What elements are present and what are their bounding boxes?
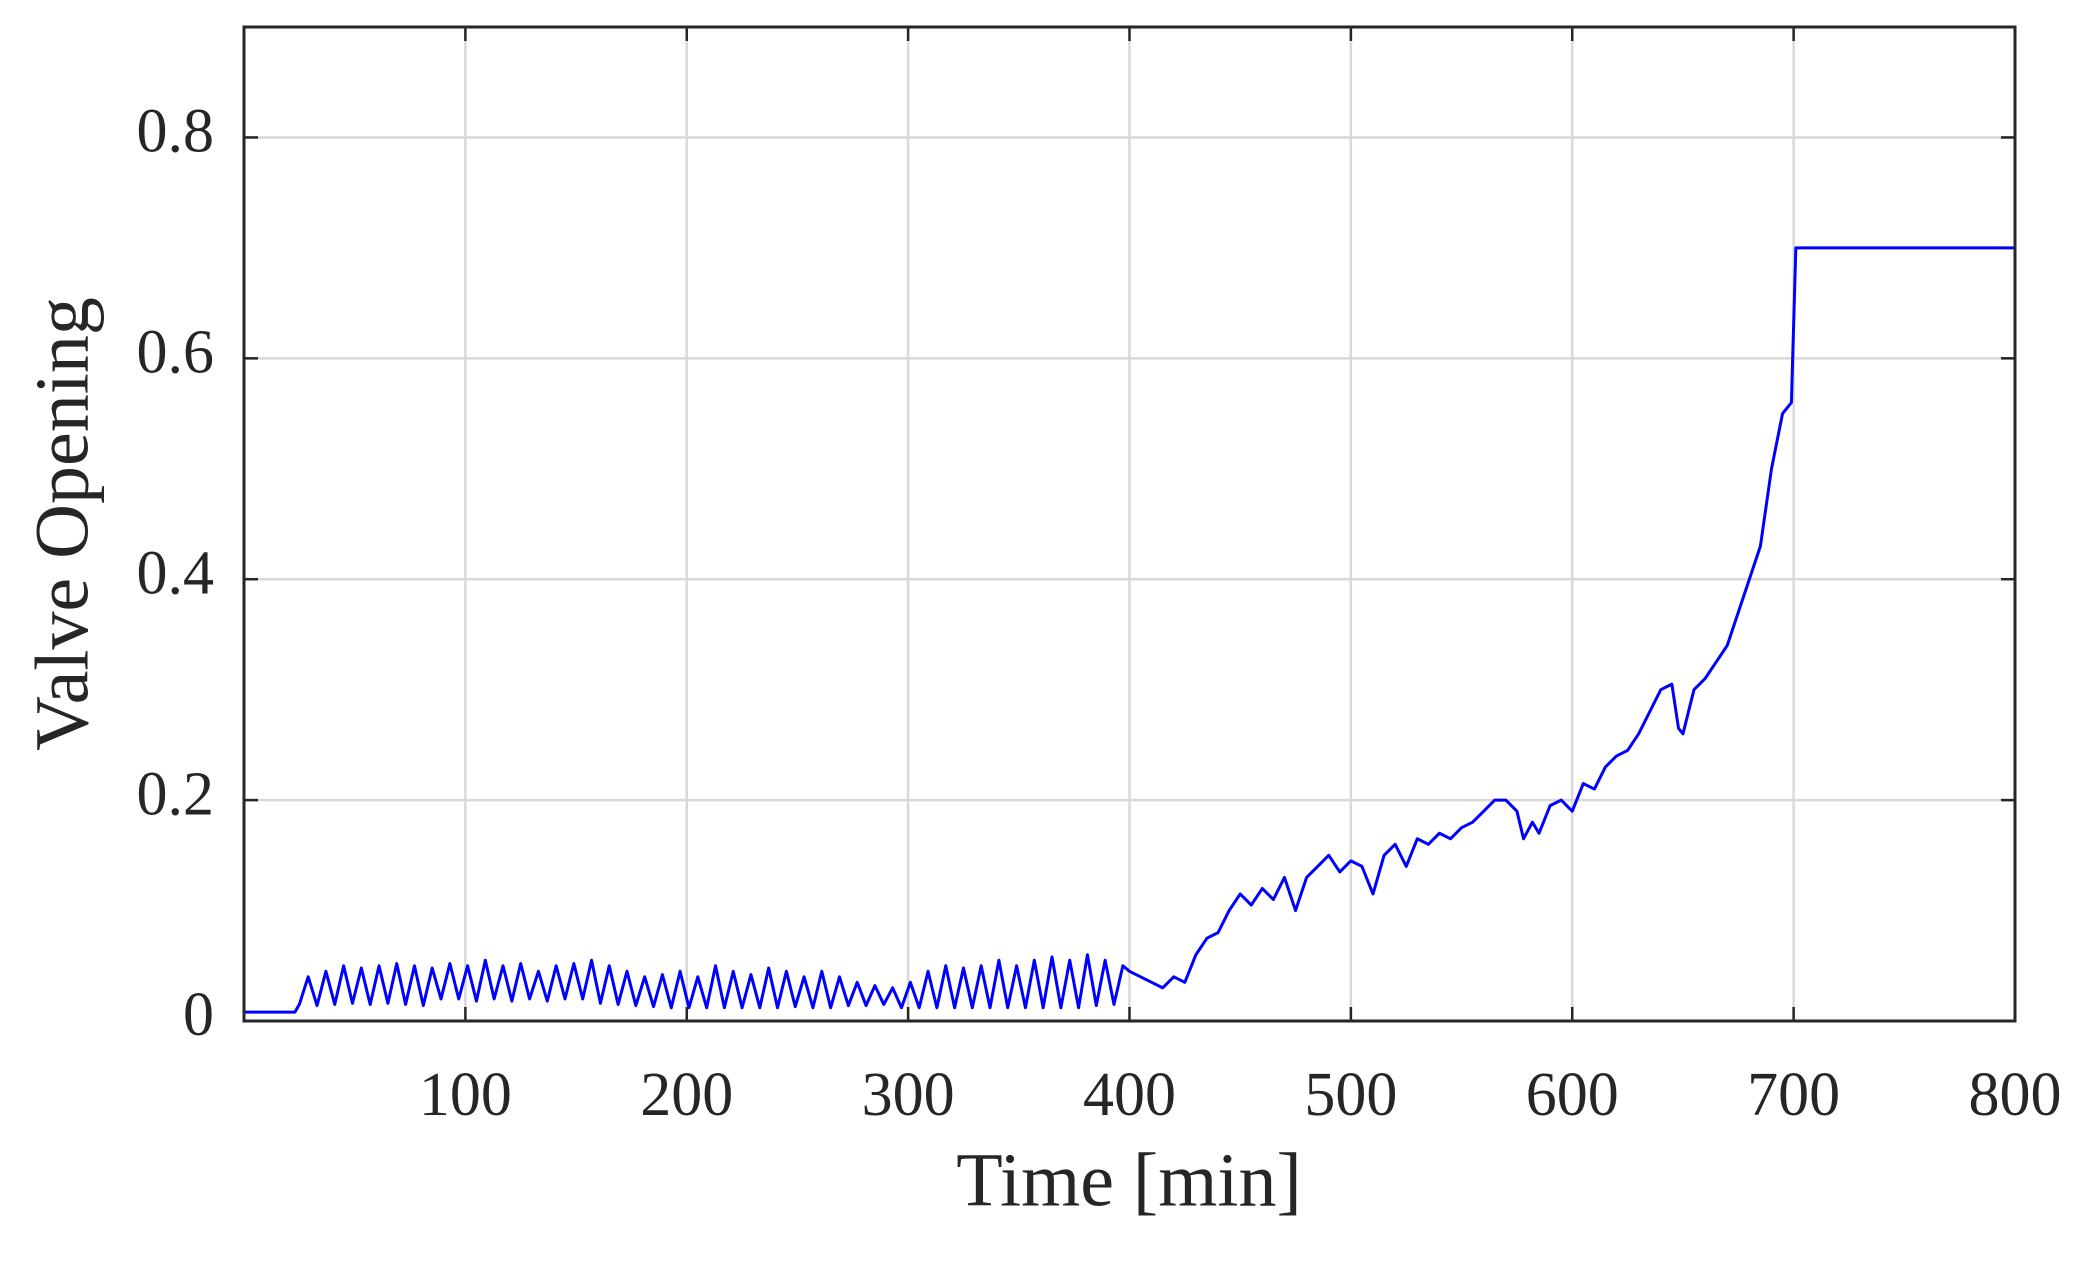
y-tick-label: 0.2 (137, 760, 215, 828)
x-tick-label: 300 (862, 1061, 955, 1129)
data-line (244, 246, 2015, 1014)
x-tick-label: 200 (640, 1061, 733, 1129)
y-tick-label: 0 (183, 981, 214, 1049)
y-tick-label: 0.6 (137, 319, 215, 387)
x-axis-label: Time [min] (956, 1138, 1302, 1222)
x-tick-label: 100 (419, 1061, 512, 1129)
x-tick-label: 600 (1526, 1061, 1619, 1129)
y-tick-label: 0.8 (137, 98, 215, 166)
x-tick-label: 700 (1747, 1061, 1840, 1129)
x-tick-label: 400 (1083, 1061, 1176, 1129)
x-tick-label: 800 (1969, 1061, 2062, 1129)
y-tick-label: 0.4 (137, 539, 215, 607)
x-tick-label: 500 (1304, 1061, 1397, 1129)
plot-frame (242, 25, 2017, 1023)
y-axis-label: Valve Opening (20, 297, 104, 751)
